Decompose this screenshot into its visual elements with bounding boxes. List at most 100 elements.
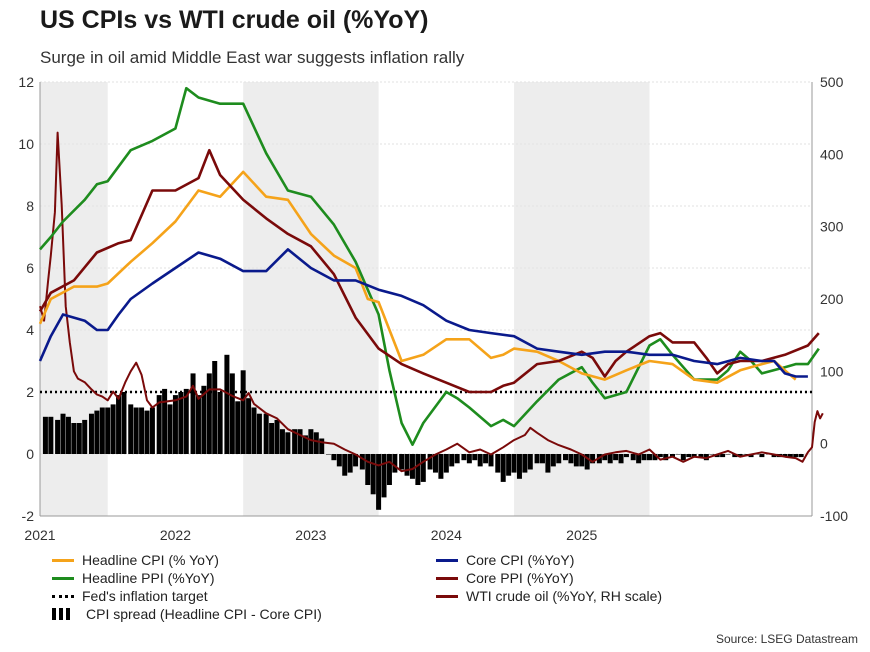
spread-bar bbox=[488, 454, 494, 467]
spread-bar bbox=[308, 429, 314, 454]
spread-bar bbox=[573, 454, 579, 467]
series-line-headline-ppi bbox=[39, 86, 820, 446]
legend-item-core-ppi: Core PPI (%YoY) bbox=[436, 570, 574, 586]
spread-bar bbox=[285, 432, 291, 454]
spread-bar bbox=[55, 419, 61, 454]
spread-bar bbox=[133, 407, 139, 454]
spread-bar bbox=[359, 454, 365, 470]
spread-bar bbox=[409, 454, 415, 479]
spread-bar bbox=[646, 454, 652, 461]
legend-swatch-headline-ppi bbox=[52, 576, 74, 580]
spread-bar bbox=[500, 454, 506, 482]
spread-bar bbox=[404, 454, 410, 476]
spread-bar bbox=[60, 413, 66, 454]
legend-label-core-cpi: Core CPI (%YoY) bbox=[466, 552, 575, 568]
spread-bar bbox=[698, 454, 704, 458]
spread-bar bbox=[365, 454, 371, 485]
spread-bar bbox=[381, 454, 387, 498]
spread-bar bbox=[399, 454, 405, 470]
spread-bar bbox=[516, 454, 522, 479]
spread-bar bbox=[347, 454, 353, 473]
series-line-headline-cpi bbox=[38, 170, 797, 384]
spread-bar bbox=[156, 395, 162, 454]
spread-bar bbox=[224, 354, 230, 454]
spread-bar bbox=[657, 454, 663, 458]
spread-bar bbox=[663, 454, 669, 461]
spread-bar bbox=[420, 454, 426, 482]
spread-bar bbox=[691, 454, 697, 458]
spread-bar bbox=[246, 398, 252, 454]
spread-bar bbox=[415, 454, 421, 485]
spread-bar bbox=[94, 410, 100, 454]
spread-bar bbox=[438, 454, 444, 479]
legend-item-wti: WTI crude oil (%YoY, RH scale) bbox=[436, 588, 662, 604]
legend-item-headline-ppi: Headline PPI (%YoY) bbox=[52, 570, 215, 586]
spread-bar bbox=[782, 454, 788, 458]
spread-bar bbox=[201, 385, 207, 454]
right-tick-label: 400 bbox=[820, 146, 844, 162]
left-tick-label: 8 bbox=[26, 198, 34, 214]
spread-bar bbox=[506, 454, 512, 476]
left-tick-label: 4 bbox=[26, 322, 34, 338]
spread-bar bbox=[495, 454, 501, 473]
spread-bar bbox=[584, 454, 590, 470]
spread-bar bbox=[144, 410, 150, 454]
chart-title: US CPIs vs WTI crude oil (%YoY) bbox=[40, 6, 429, 34]
spread-bar bbox=[88, 413, 94, 454]
spread-bar bbox=[99, 407, 105, 454]
spread-bar bbox=[483, 454, 489, 464]
spread-bar bbox=[190, 373, 196, 454]
right-tick-label: -100 bbox=[820, 508, 848, 524]
spread-bar bbox=[162, 388, 168, 454]
spread-bar bbox=[274, 419, 280, 454]
spread-bar bbox=[392, 454, 398, 473]
spread-bar bbox=[618, 454, 624, 464]
shaded-band-2 bbox=[514, 82, 650, 516]
legend-swatch-wti bbox=[436, 594, 458, 598]
spread-bar bbox=[128, 404, 134, 454]
spread-bar bbox=[539, 454, 545, 464]
spread-bar bbox=[568, 454, 574, 464]
spread-bar bbox=[534, 454, 540, 464]
spread-bar bbox=[522, 454, 528, 473]
spread-bar bbox=[331, 454, 337, 461]
right-tick-label: 200 bbox=[820, 291, 844, 307]
right-tick-label: 100 bbox=[820, 363, 844, 379]
spread-bar bbox=[443, 454, 449, 473]
spread-bar bbox=[630, 454, 636, 461]
series-line-wti bbox=[39, 131, 824, 473]
spread-bar bbox=[297, 429, 303, 454]
spread-bar bbox=[686, 454, 692, 458]
spread-bar bbox=[386, 454, 392, 485]
legend-item-cpi-spread: CPI spread (Headline CPI - Core CPI) bbox=[52, 606, 322, 622]
spread-bar bbox=[636, 454, 642, 464]
spread-bar bbox=[235, 401, 241, 454]
spread-bar bbox=[172, 395, 178, 454]
spread-bar bbox=[212, 361, 218, 454]
spread-bar bbox=[229, 373, 235, 454]
spread-bar bbox=[76, 423, 82, 454]
spread-bar bbox=[709, 454, 715, 455]
left-tick-label: -2 bbox=[22, 508, 35, 524]
legend-swatch-core-ppi bbox=[436, 576, 458, 580]
spread-bar bbox=[748, 454, 754, 458]
spread-bar bbox=[376, 454, 382, 510]
legend-label-headline-cpi: Headline CPI (% YoY) bbox=[82, 552, 219, 568]
spread-bar bbox=[110, 404, 116, 454]
spread-bar bbox=[771, 454, 777, 458]
spread-bar bbox=[556, 454, 562, 464]
spread-bar bbox=[720, 454, 726, 458]
spread-bar bbox=[42, 416, 48, 454]
spread-bar bbox=[217, 392, 223, 454]
left-tick-label: 2 bbox=[26, 384, 34, 400]
spread-bar bbox=[342, 454, 348, 476]
spread-bar bbox=[427, 454, 433, 470]
legend-item-fed-target: Fed's inflation target bbox=[52, 588, 208, 604]
left-tick-label: 12 bbox=[18, 74, 34, 90]
spread-bar bbox=[798, 454, 804, 458]
spread-bar bbox=[240, 370, 246, 454]
spread-bar bbox=[613, 454, 619, 461]
spread-bar bbox=[466, 454, 472, 464]
spread-bar bbox=[675, 454, 681, 455]
